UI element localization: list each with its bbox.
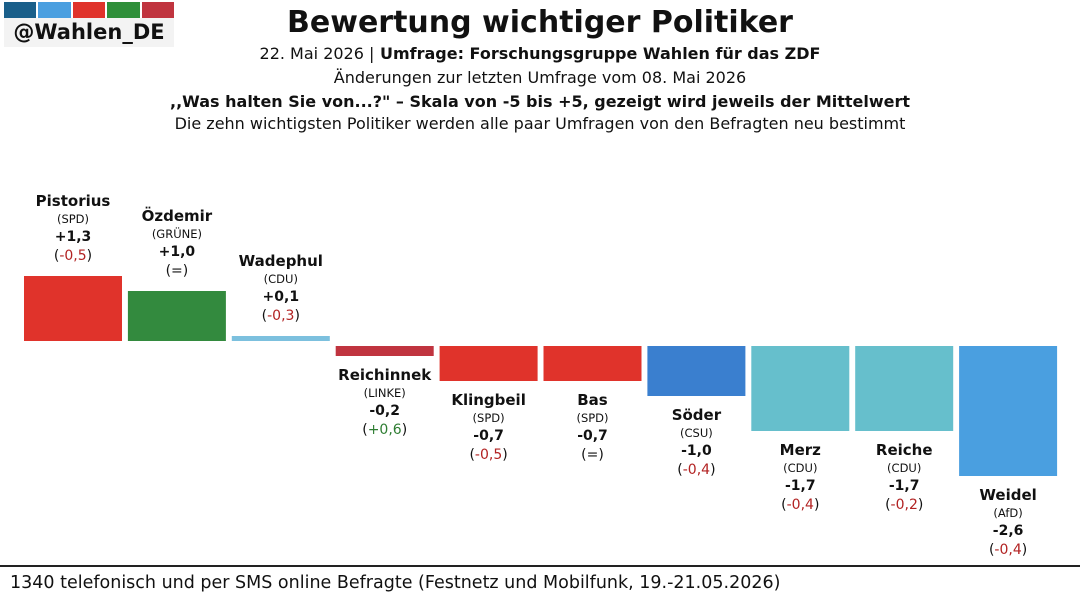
- bar-party-label: (SPD): [57, 212, 89, 226]
- bar: [647, 346, 746, 396]
- bar-name-label: Pistorius: [36, 192, 111, 210]
- bar: [231, 336, 330, 341]
- bar-change-label: (-0,3): [262, 308, 300, 324]
- bar: [543, 346, 642, 381]
- bar-value-label: +1,3: [55, 229, 92, 245]
- bar-party-label: (CDU): [887, 461, 921, 475]
- bar-party-label: (CDU): [783, 461, 817, 475]
- bar: [335, 346, 434, 356]
- bar-change-label: (-0,2): [885, 497, 923, 513]
- brand-handle: @Wahlen_DE: [4, 18, 174, 47]
- brand-block: [38, 2, 71, 20]
- brand-block: [141, 2, 175, 20]
- bar-change-label: (=): [581, 447, 604, 463]
- brand-block: [72, 2, 106, 20]
- bar-name-label: Wadephul: [239, 252, 323, 270]
- bar-party-label: (AfD): [993, 506, 1022, 520]
- brand-block: [4, 2, 37, 20]
- bar-name-label: Söder: [672, 406, 722, 424]
- bar-value-label: -2,6: [993, 523, 1024, 539]
- bar-value-label: -0,7: [473, 428, 504, 444]
- bar-change-label: (-0,5): [469, 447, 507, 463]
- bar: [959, 346, 1058, 476]
- bar: [127, 291, 226, 341]
- bar-change-label: (+0,6): [362, 422, 407, 438]
- bar-party-label: (SPD): [473, 411, 505, 425]
- bar-party-label: (GRÜNE): [152, 225, 202, 241]
- bar-name-label: Reichinnek: [338, 366, 432, 384]
- bar-value-label: -0,7: [577, 428, 608, 444]
- bar-value-label: -1,7: [785, 478, 816, 494]
- bar-value-label: +0,1: [263, 289, 300, 305]
- change-reference-line: Änderungen zur letzten Umfrage vom 08. M…: [333, 68, 747, 87]
- bar-value-label: +1,0: [159, 244, 196, 260]
- bar-name-label: Bas: [577, 391, 608, 409]
- bar-name-label: Merz: [780, 441, 821, 459]
- bar-name-label: Klingbeil: [451, 391, 526, 409]
- bar-name-label: Reiche: [876, 441, 933, 459]
- bar-name-label: Weidel: [979, 486, 1036, 504]
- bar-value-label: -1,0: [681, 443, 712, 459]
- footer-divider: [0, 565, 1080, 567]
- bar-change-label: (-0,4): [989, 542, 1027, 558]
- question-line: ,,Was halten Sie von...?" – Skala von -5…: [170, 92, 911, 111]
- survey-footnote: 1340 telefonisch und per SMS online Befr…: [10, 573, 781, 593]
- brand-block: [107, 2, 140, 20]
- bar-party-label: (SPD): [576, 411, 608, 425]
- bar-change-label: (-0,4): [677, 462, 715, 478]
- chart-title: Bewertung wichtiger Politiker: [287, 5, 793, 40]
- bar-party-label: (CDU): [264, 272, 298, 286]
- bar: [24, 276, 122, 341]
- bar-change-label: (=): [166, 263, 189, 279]
- bar: [855, 346, 954, 431]
- bar-value-label: -0,2: [369, 403, 400, 419]
- bar-name-label: Özdemir: [142, 206, 213, 225]
- brand-color-strip: [4, 2, 175, 20]
- bar-party-label: (CSU): [680, 426, 713, 440]
- bar: [439, 346, 538, 381]
- bar-change-label: (-0,4): [781, 497, 819, 513]
- bar: [751, 346, 850, 431]
- selection-note: Die zehn wichtigsten Politiker werden al…: [174, 114, 906, 133]
- bar-party-label: (LINKE): [364, 386, 406, 400]
- bar-value-label: -1,7: [889, 478, 920, 494]
- bar-change-label: (-0,5): [54, 248, 92, 264]
- survey-date-line: 22. Mai 2026 | Umfrage: Forschungsgruppe…: [259, 44, 821, 63]
